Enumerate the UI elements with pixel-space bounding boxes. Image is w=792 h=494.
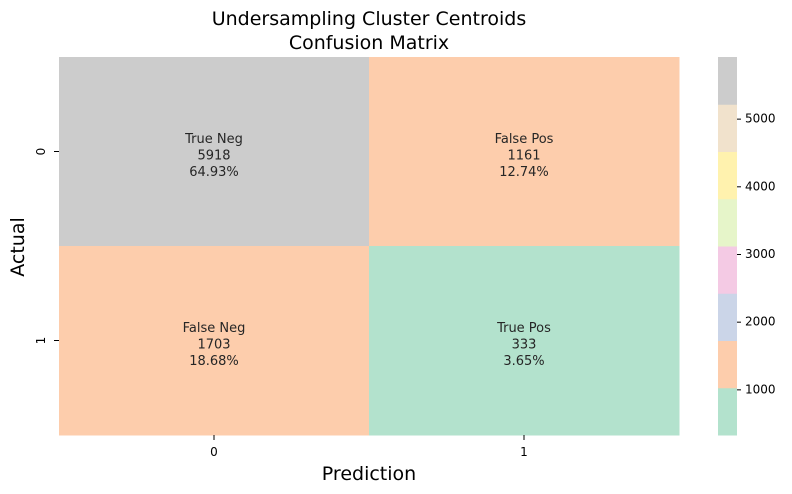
colorbar-tick-label-3: 4000 — [745, 179, 776, 193]
colorbar-tick-label-0: 1000 — [745, 382, 776, 396]
y-tick-label-0: 0 — [34, 148, 48, 156]
cell-percent-1-1: 3.65% — [503, 354, 544, 369]
y-axis-ticks: 01 — [34, 148, 59, 345]
heatmap-cell-0-0 — [59, 57, 370, 247]
cell-count-0-1: 1161 — [507, 149, 540, 164]
heatmap-cell-0-1 — [369, 57, 680, 247]
cell-count-1-0: 1703 — [197, 338, 230, 353]
cell-percent-0-1: 12.74% — [499, 165, 549, 180]
colorbar-tick-label-1: 2000 — [745, 315, 776, 329]
colorbar-segment-6 — [718, 104, 737, 152]
chart-title-line-1: Undersampling Cluster Centroids — [212, 8, 527, 30]
colorbar-segment-7 — [718, 57, 737, 105]
x-tick-label-0: 0 — [210, 445, 218, 459]
x-axis-label: Prediction — [322, 463, 416, 485]
colorbar-tick-label-4: 5000 — [745, 112, 776, 126]
cell-percent-0-0: 64.93% — [189, 165, 239, 180]
chart-title-line-2: Confusion Matrix — [289, 32, 449, 54]
x-tick-label-1: 1 — [520, 445, 528, 459]
colorbar: 1000 2000 3000 4000 5000 — [718, 57, 776, 436]
colorbar-segment-4 — [718, 198, 737, 247]
cell-label-1-0: False Neg — [183, 321, 246, 336]
colorbar-segment-0 — [718, 387, 737, 436]
cell-count-0-0: 5918 — [197, 149, 230, 164]
y-axis-label: Actual — [7, 217, 29, 277]
heatmap-cell-1-0 — [59, 246, 370, 436]
heatmap-cell-1-1 — [369, 246, 680, 436]
colorbar-segment-2 — [718, 293, 737, 341]
cell-percent-1-0: 18.68% — [189, 354, 239, 369]
colorbar-segment-3 — [718, 246, 737, 294]
cell-label-1-1: True Pos — [496, 321, 551, 336]
colorbar-segment-1 — [718, 340, 737, 389]
cell-label-0-1: False Pos — [495, 132, 554, 147]
cell-label-0-0: True Neg — [184, 132, 243, 147]
y-tick-label-1: 1 — [34, 337, 48, 345]
colorbar-tick-label-2: 3000 — [745, 247, 776, 261]
colorbar-segment-5 — [718, 151, 737, 200]
cell-count-1-1: 333 — [512, 338, 537, 353]
